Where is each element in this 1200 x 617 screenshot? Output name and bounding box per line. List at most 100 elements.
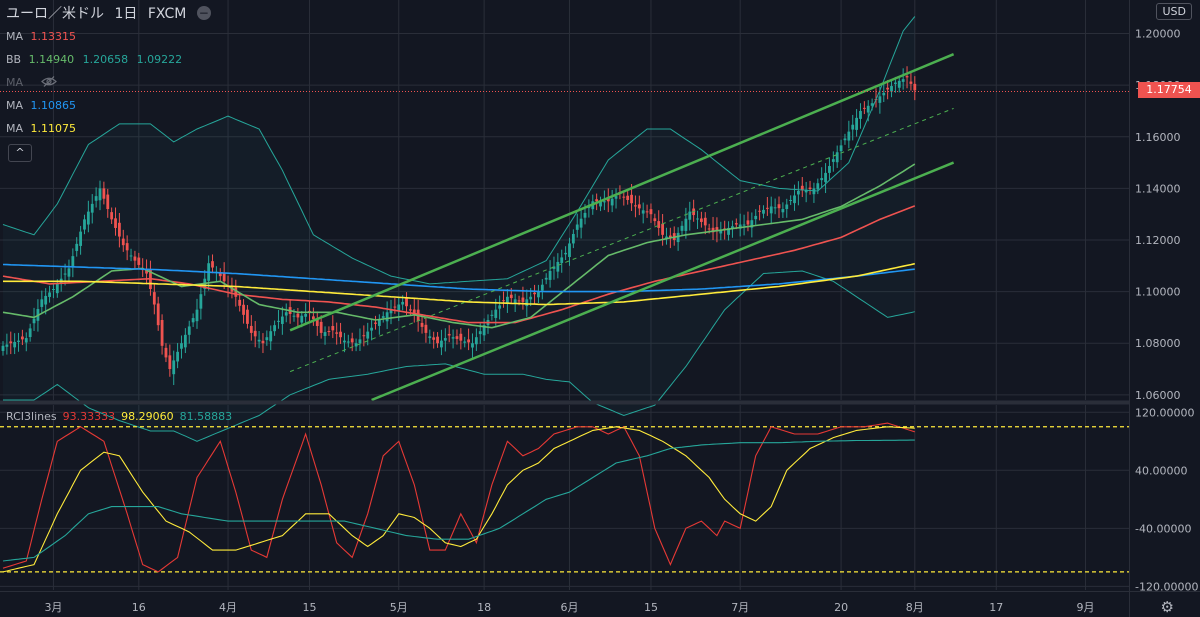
candle-body (890, 86, 893, 92)
price-tick-label: 1.10000 (1135, 286, 1181, 299)
trendline-channel (289, 53, 955, 332)
currency-button[interactable]: USD (1156, 3, 1192, 20)
interval-label[interactable]: 1日 (114, 6, 138, 22)
candle-body (277, 320, 280, 322)
candle-body (315, 319, 319, 327)
candle-body (191, 318, 195, 323)
indicator-ma2[interactable]: MA 1.10865 (6, 99, 81, 112)
candle-body (300, 315, 304, 323)
candle-body (319, 321, 323, 333)
rci-tick-label: -120.00000 (1135, 580, 1198, 593)
indicator-ma3[interactable]: MA 1.11075 (6, 122, 81, 135)
candle-body (665, 236, 668, 238)
candle-body (595, 199, 599, 202)
candle-body (86, 211, 90, 225)
candle-body (517, 300, 521, 302)
candle-body (265, 337, 269, 341)
indicator-name: MA (6, 76, 24, 89)
candle-body (812, 188, 816, 195)
candle-body (172, 360, 176, 375)
candle-body (222, 273, 226, 282)
candle-body (862, 107, 866, 109)
rci-mid-line (2, 426, 915, 573)
candle-body (145, 269, 148, 274)
collapse-legend-icon[interactable]: − (196, 6, 211, 20)
candle-body (571, 233, 575, 244)
candle-body (703, 217, 707, 226)
rci-legend-value: 93.33333 (63, 410, 116, 423)
candle-body (40, 299, 44, 307)
bb-upper-line (2, 16, 916, 285)
candle-body (490, 314, 494, 316)
candle-body (160, 320, 164, 346)
candle-body (781, 209, 785, 213)
candle-body (750, 220, 754, 228)
collapse-indicators-button[interactable]: ^ (8, 144, 32, 162)
candle-body (688, 211, 692, 220)
symbol-name: ユーロ／米ドル (6, 6, 104, 22)
indicator-value: 1.20658 (82, 53, 129, 66)
candle-body (362, 335, 366, 337)
candle-body (401, 301, 405, 305)
ma-blue-line (2, 263, 915, 293)
indicator-ma-hidden[interactable]: MA (6, 76, 57, 89)
candle-body (370, 327, 373, 331)
candle-body (478, 331, 482, 335)
candle-body (579, 218, 583, 228)
eye-off-icon[interactable] (40, 76, 57, 87)
candle-body (393, 306, 397, 308)
candle-body (156, 303, 160, 326)
candle-body (129, 255, 133, 257)
candle-body (323, 332, 327, 336)
price-tick-label: 1.14000 (1135, 182, 1181, 195)
time-tick-label: 15 (303, 601, 317, 614)
candle-body (870, 103, 874, 106)
candle-body (397, 304, 401, 312)
candle-body (443, 338, 447, 341)
indicator-ma1[interactable]: MA 1.13315 (6, 30, 81, 43)
candle-body (610, 198, 614, 206)
rci-tick-label: 120.00000 (1135, 406, 1195, 419)
candle-body (257, 339, 261, 342)
candle-body (110, 212, 114, 220)
rci-title: RCI3lines (6, 410, 57, 423)
rci-long-line (2, 439, 915, 562)
candle-body (125, 243, 129, 251)
candle-body (121, 238, 125, 246)
candle-body (831, 159, 835, 162)
candle-body (731, 226, 734, 229)
time-tick-label: 17 (989, 601, 1003, 614)
candle-body (653, 218, 657, 222)
candle-body (350, 338, 354, 343)
gear-icon[interactable]: ⚙ (1160, 598, 1174, 616)
indicator-bb[interactable]: BB 1.14940 1.20658 1.09222 (6, 53, 187, 66)
candle-body (855, 117, 858, 130)
symbol-header[interactable]: ユーロ／米ドル 1日 FXCM − (6, 3, 211, 23)
candle-body (765, 207, 769, 209)
candle-body (440, 340, 443, 348)
candle-body (238, 299, 242, 306)
candle-body (102, 188, 106, 199)
candle-body (637, 204, 641, 209)
candle-body (537, 291, 540, 298)
candle-body (800, 185, 804, 191)
candle-body (9, 341, 13, 344)
candle-body (234, 287, 238, 297)
time-tick-label: 7月 (731, 601, 749, 614)
candle-body (540, 284, 544, 291)
candle-body (657, 221, 661, 228)
candle-body (630, 194, 633, 204)
candle-body (28, 328, 32, 338)
candle-body (556, 261, 560, 272)
indicator-name: MA (6, 99, 24, 112)
candle-body (866, 105, 870, 113)
candle-body (455, 336, 459, 339)
rci-tick-label: 40.00000 (1135, 464, 1188, 477)
candle-body (913, 83, 917, 91)
candle-body (754, 215, 758, 220)
time-tick-label: 6月 (560, 601, 578, 614)
candle-body (521, 297, 525, 302)
source-label: FXCM (147, 6, 187, 22)
candle-body (1, 345, 5, 351)
